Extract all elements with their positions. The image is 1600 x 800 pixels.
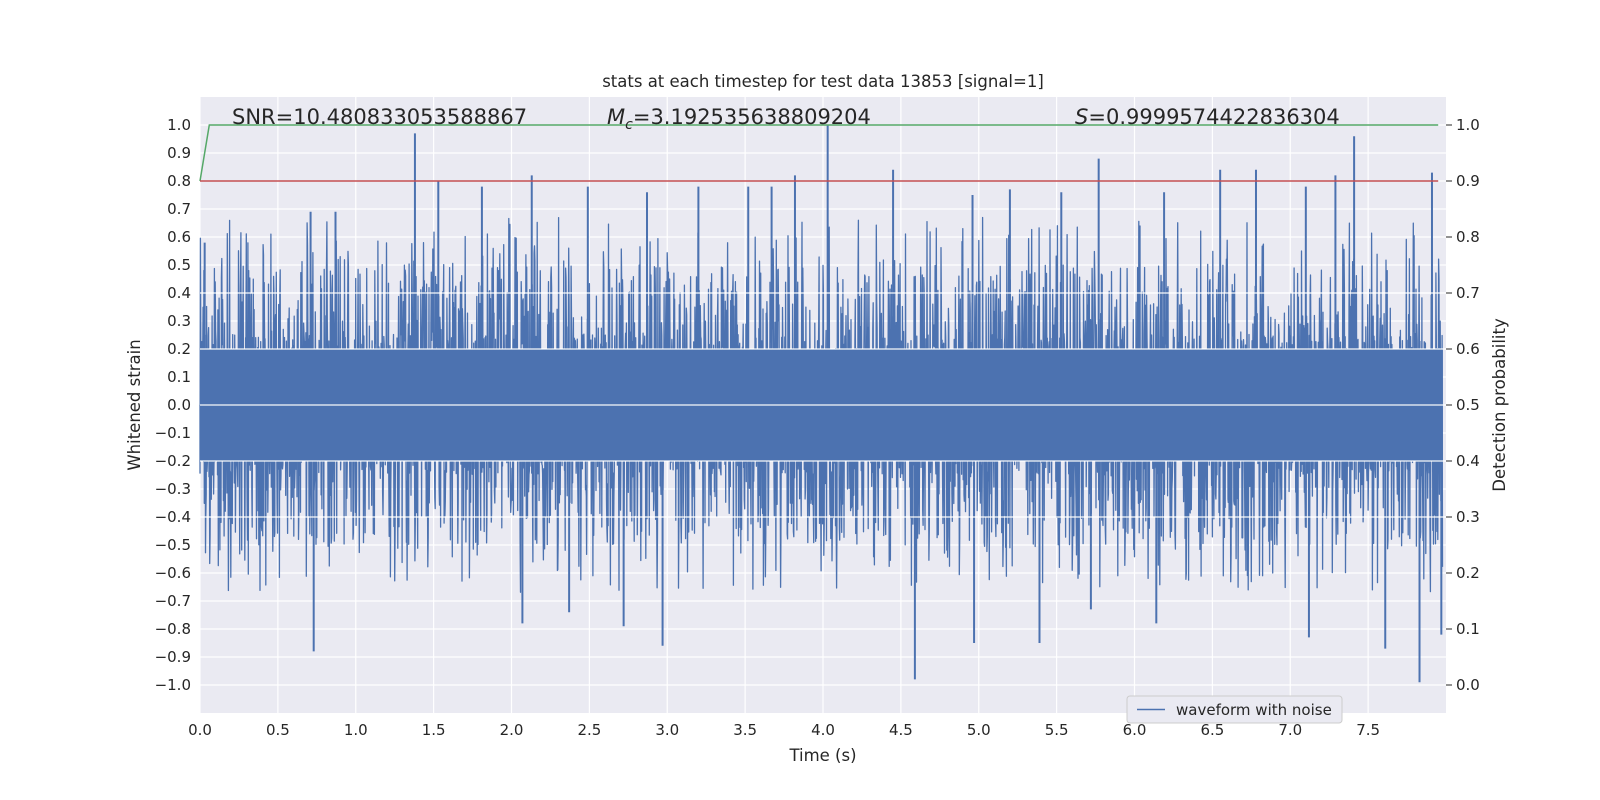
x-axis-label: Time (s) [788, 746, 856, 765]
x-tick-label: 4.0 [811, 721, 835, 739]
x-tick-label: 0.5 [266, 721, 290, 739]
y-tick-label: 0.4 [167, 284, 191, 302]
y-tick-label: −0.7 [155, 592, 191, 610]
y-tick-label: 0.0 [167, 396, 191, 414]
y-tick-label: −0.9 [155, 648, 191, 666]
y-tick-label: −0.1 [155, 424, 191, 442]
y-tick-label: −0.4 [155, 508, 191, 526]
y-tick-label: 0.2 [167, 340, 191, 358]
x-tick-label: 5.5 [1045, 721, 1069, 739]
y2-tick-label: 1.0 [1456, 116, 1480, 134]
y-tick-label: 0.6 [167, 228, 191, 246]
y-tick-label: −0.6 [155, 564, 191, 582]
y-tick-label: 0.5 [167, 256, 191, 274]
snr-value: 10.480833053588867 [293, 105, 527, 129]
mc-symbol: M [607, 105, 625, 129]
chart-title: stats at each timestep for test data 138… [602, 72, 1044, 91]
y-tick-label: −1.0 [155, 676, 191, 694]
y-tick-label: −0.3 [155, 480, 191, 498]
y-axis-label: Whitened strain [125, 339, 144, 470]
y2-tick-label: 0.0 [1456, 676, 1480, 694]
y-tick-label: 0.9 [167, 144, 191, 162]
y-tick-label: 0.3 [167, 312, 191, 330]
x-tick-label: 2.0 [500, 721, 524, 739]
x-tick-label: 2.5 [577, 721, 601, 739]
y2-tick-label: 0.4 [1456, 452, 1480, 470]
x-tick-label: 7.5 [1356, 721, 1380, 739]
x-tick-label: 3.5 [733, 721, 757, 739]
y-tick-label: 0.7 [167, 200, 191, 218]
y-tick-label: 1.0 [167, 116, 191, 134]
y2-tick-label: 0.7 [1456, 284, 1480, 302]
chirp-mass-annotation: Mc=3.192535638809204 [607, 105, 871, 133]
y2-tick-label: 0.5 [1456, 396, 1480, 414]
x-tick-label: 4.5 [889, 721, 913, 739]
legend: waveform with noise [1126, 695, 1343, 724]
x-tick-label: 1.0 [344, 721, 368, 739]
y-axis-ticks: 1.0 0.9 0.8 0.7 0.6 0.5 0.4 0.3 0.2 0.1 0.0 −0.1 −0.… [155, 116, 191, 694]
snr-annotation: SNR=10.480833053588867 [232, 105, 527, 129]
y2-tick-label: 0.3 [1456, 508, 1480, 526]
x-tick-label: 3.0 [655, 721, 679, 739]
s-value: 0.9999574422836304 [1106, 105, 1340, 129]
x-tick-label: 5.0 [967, 721, 991, 739]
y-tick-label: −0.2 [155, 452, 191, 470]
y2-tick-label: 0.8 [1456, 228, 1480, 246]
y2-axis-ticks: 1.0 0.9 0.8 0.7 0.6 0.5 0.4 0.3 0.2 0.1 0.0 [1446, 116, 1480, 694]
mc-subscript: c [625, 117, 633, 133]
detection-probability-line [199, 124, 1439, 182]
x-tick-label: 7.0 [1278, 721, 1302, 739]
y-tick-label: −0.8 [155, 620, 191, 638]
score-annotation: S=0.9999574422836304 [1075, 105, 1340, 129]
y2-tick-label: 0.6 [1456, 340, 1480, 358]
y-tick-label: −0.5 [155, 536, 191, 554]
series-layer [199, 124, 1446, 683]
x-axis-ticks: 0.0 0.5 1.0 1.5 2.0 2.5 3.0 3.5 4.0 4.5 5.0 5.5 6.0 6… [188, 721, 1380, 739]
legend-box [1126, 695, 1343, 724]
y2-axis-label: Detection probability [1490, 318, 1509, 492]
y2-tick-label: 0.9 [1456, 172, 1480, 190]
x-tick-label: 0.0 [188, 721, 212, 739]
snr-label: SNR [232, 105, 276, 129]
y-tick-label: 0.8 [167, 172, 191, 190]
y2-tick-label: 0.1 [1456, 620, 1480, 638]
y2-tick-label: 0.2 [1456, 564, 1480, 582]
y-tick-label: 0.1 [167, 368, 191, 386]
s-symbol: S [1075, 105, 1088, 129]
x-tick-label: 6.5 [1200, 721, 1224, 739]
legend-label: waveform with noise [1176, 701, 1332, 719]
x-tick-label: 1.5 [422, 721, 446, 739]
mc-value: 3.192535638809204 [650, 105, 870, 129]
x-tick-label: 6.0 [1123, 721, 1147, 739]
